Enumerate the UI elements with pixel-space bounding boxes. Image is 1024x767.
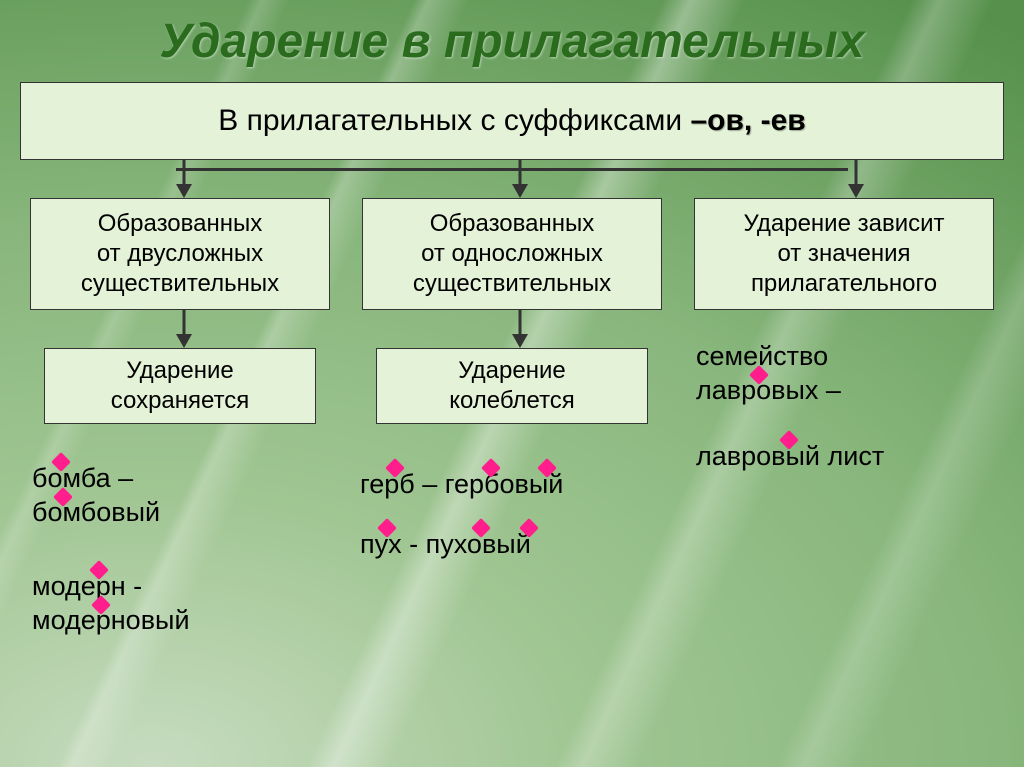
col2-rule: Ударениеколеблется	[376, 348, 648, 424]
col3-head: Ударение зависитот значенияприлагательно…	[694, 198, 994, 310]
subtitle-suffix: –ов, -ев	[690, 104, 805, 137]
page-title: Ударение в прилагательных	[0, 0, 1024, 79]
subtitle-box: В прилагательных с суффиксами –ов, -ев	[20, 82, 1004, 160]
col1-head: Образованныхот двусложныхсуществительных	[30, 198, 330, 310]
example-text: семейство лавровых –	[696, 340, 841, 408]
example-text: бомба – бомбовый	[32, 462, 160, 530]
arrow-icon	[512, 310, 528, 348]
arrow-icon	[512, 160, 528, 198]
subtitle-prefix: В прилагательных с суффиксами	[218, 104, 690, 137]
col1-rule: Ударениесохраняется	[44, 348, 316, 424]
example-text: модерн - модерновый	[32, 570, 190, 638]
arrow-icon	[176, 310, 192, 348]
arrow-icon	[176, 160, 192, 198]
arrow-icon	[848, 160, 864, 198]
col2-head: Образованныхот односложныхсуществительны…	[362, 198, 662, 310]
